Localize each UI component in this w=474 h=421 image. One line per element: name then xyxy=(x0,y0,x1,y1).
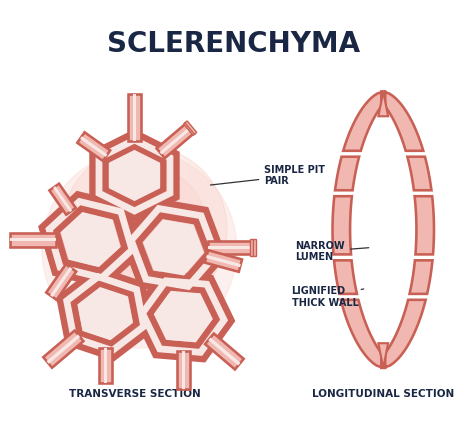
Polygon shape xyxy=(50,267,73,297)
Polygon shape xyxy=(104,348,107,383)
Polygon shape xyxy=(343,92,383,151)
Polygon shape xyxy=(49,202,132,278)
Polygon shape xyxy=(154,291,213,342)
Polygon shape xyxy=(183,122,195,136)
Polygon shape xyxy=(143,219,204,276)
Polygon shape xyxy=(407,157,431,190)
Polygon shape xyxy=(383,92,423,151)
Polygon shape xyxy=(77,132,110,161)
Text: SIMPLE PIT
PAIR: SIMPLE PIT PAIR xyxy=(210,165,325,186)
Polygon shape xyxy=(99,140,170,211)
Polygon shape xyxy=(208,338,240,365)
Polygon shape xyxy=(77,287,133,340)
Polygon shape xyxy=(43,330,83,368)
Circle shape xyxy=(61,146,227,314)
Polygon shape xyxy=(46,264,76,300)
Polygon shape xyxy=(205,250,242,272)
Polygon shape xyxy=(53,186,72,212)
Text: SCLERENCHYMA: SCLERENCHYMA xyxy=(108,30,361,59)
Polygon shape xyxy=(9,238,56,241)
Polygon shape xyxy=(80,136,108,157)
Polygon shape xyxy=(410,260,432,294)
Polygon shape xyxy=(253,240,255,256)
Text: NARROW
LUMEN: NARROW LUMEN xyxy=(295,241,369,262)
Polygon shape xyxy=(49,184,76,215)
Polygon shape xyxy=(61,212,120,267)
Text: LIGNIFIED
THICK WALL: LIGNIFIED THICK WALL xyxy=(292,286,364,308)
Polygon shape xyxy=(333,196,352,254)
Polygon shape xyxy=(206,255,241,267)
Polygon shape xyxy=(99,348,111,383)
Polygon shape xyxy=(378,343,388,368)
Polygon shape xyxy=(143,281,224,352)
Polygon shape xyxy=(156,124,193,158)
Polygon shape xyxy=(208,246,252,249)
Text: TRANSVERSE SECTION: TRANSVERSE SECTION xyxy=(69,389,201,400)
Polygon shape xyxy=(109,150,160,201)
Circle shape xyxy=(42,151,237,348)
Polygon shape xyxy=(335,157,359,190)
Polygon shape xyxy=(131,208,216,286)
Polygon shape xyxy=(160,128,190,155)
Polygon shape xyxy=(205,333,244,370)
Polygon shape xyxy=(383,300,426,368)
Polygon shape xyxy=(250,240,254,256)
Polygon shape xyxy=(128,93,141,141)
Polygon shape xyxy=(46,335,80,364)
Text: LONGITUDINAL SECTION: LONGITUDINAL SECTION xyxy=(312,389,455,400)
Polygon shape xyxy=(341,300,383,368)
Circle shape xyxy=(81,165,208,294)
Polygon shape xyxy=(177,351,190,389)
Polygon shape xyxy=(185,121,197,134)
Polygon shape xyxy=(133,93,136,141)
Polygon shape xyxy=(182,351,185,389)
Circle shape xyxy=(100,185,188,274)
Polygon shape xyxy=(378,92,388,116)
Polygon shape xyxy=(415,196,434,254)
Polygon shape xyxy=(334,260,357,294)
Polygon shape xyxy=(208,240,252,254)
Polygon shape xyxy=(9,233,56,247)
Polygon shape xyxy=(67,277,144,351)
